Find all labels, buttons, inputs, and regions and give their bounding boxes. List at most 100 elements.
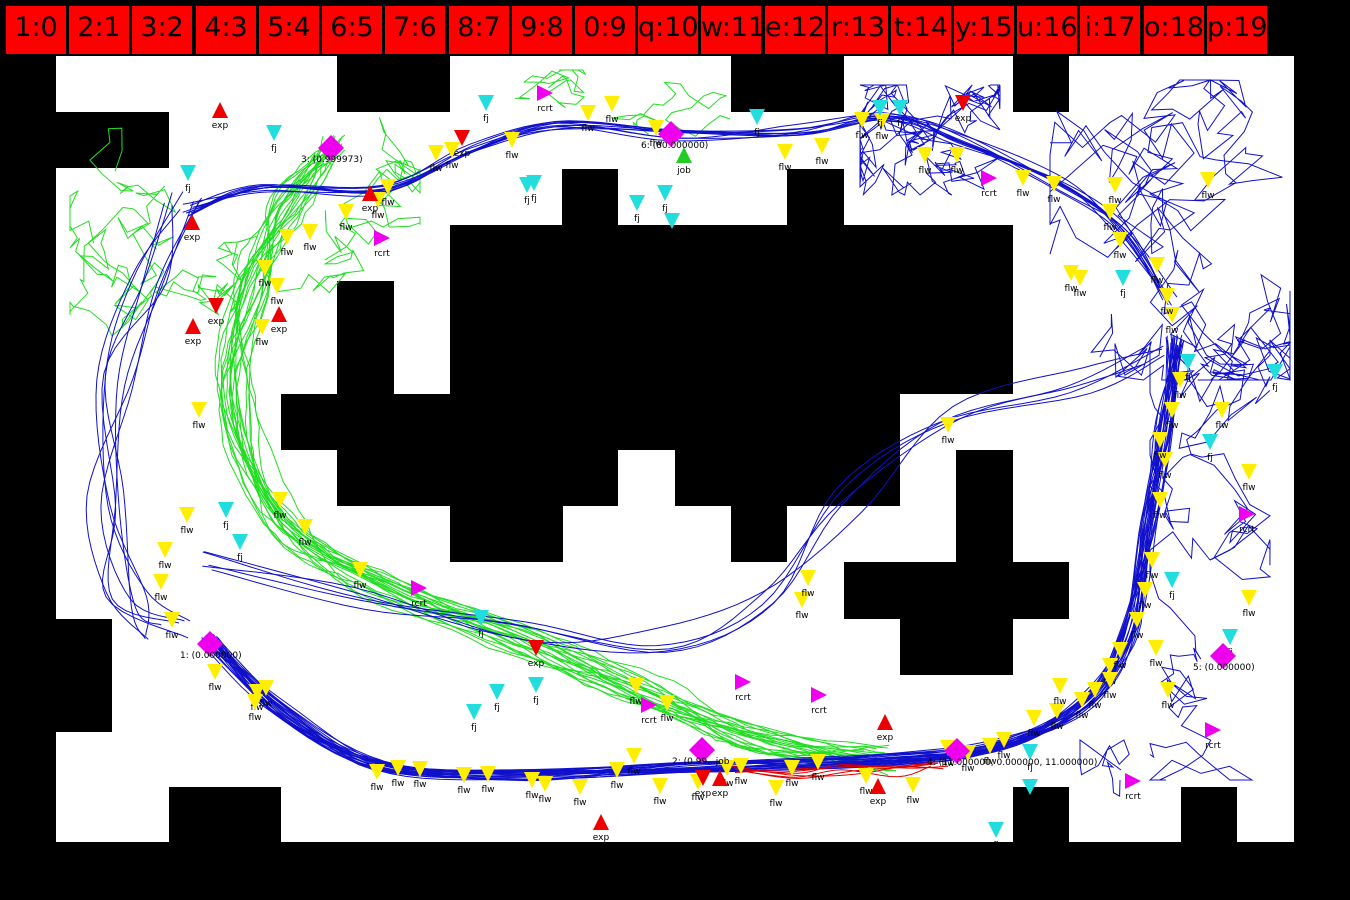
hotkey-e[interactable]: e:12 [765, 6, 825, 54]
flw-label: flw [481, 785, 494, 795]
fj-marker: fj [1267, 364, 1283, 393]
flw-label: flw [270, 297, 283, 307]
flw-marker: flw [1241, 590, 1257, 619]
blue-trail [211, 346, 1146, 653]
exp-label: exp [271, 325, 288, 335]
exp-marker: exp [528, 640, 544, 669]
flw-marker: flw [247, 694, 263, 723]
hotkey-4[interactable]: 4:3 [196, 6, 256, 54]
red-trail [746, 765, 931, 778]
blue-trail [95, 208, 181, 636]
fj-label: fj [271, 144, 277, 154]
blue-trail [114, 202, 165, 626]
fj-marker: fj [872, 100, 888, 129]
job-marker: job [676, 147, 692, 176]
flw-label: flw [1027, 729, 1040, 739]
exp-marker: exp [695, 770, 711, 799]
flw-label: flw [918, 166, 931, 176]
exp-marker: exp [712, 770, 728, 799]
hotkey-1[interactable]: 1:0 [6, 6, 66, 54]
hotkey-p[interactable]: p:19 [1207, 6, 1267, 54]
fj-label: fj [754, 128, 760, 138]
flw-label: flw [573, 798, 586, 808]
flw-label: flw [605, 115, 618, 125]
site-diamond[interactable] [944, 738, 970, 764]
hotkey-q[interactable]: q:10 [638, 6, 698, 54]
fj-marker: fj [478, 95, 494, 124]
site-6[interactable]: 6: (80.000000) [641, 121, 708, 151]
flw-label: flw [941, 759, 954, 769]
hotkey-9[interactable]: 9:8 [512, 6, 572, 54]
hotkey-8[interactable]: 8:7 [449, 6, 509, 54]
flw-marker: flw [628, 678, 644, 707]
site-3[interactable]: 3: (0.999973) [301, 135, 363, 165]
hotkey-i[interactable]: i:17 [1080, 6, 1140, 54]
flw-marker: flw [794, 592, 810, 621]
fj-marker: fj [489, 684, 505, 713]
site-label: 5: (0.000000) [1193, 663, 1255, 673]
flw-marker: flw [858, 768, 874, 797]
robot-markers: flw flwflwflwflwflwflwflwflwflwflwflwflwf… [153, 85, 1283, 851]
blue-walk [1049, 79, 1253, 258]
flw-label: flw [778, 163, 791, 173]
site-diamond[interactable] [1210, 643, 1236, 669]
flw-label: flw [1145, 571, 1158, 581]
flw-marker: flw [609, 762, 625, 791]
flw-label: flw [859, 787, 872, 797]
site-1[interactable]: 1: (0.000000) [180, 631, 242, 661]
flw-marker: flw [1144, 552, 1160, 581]
hotkey-r[interactable]: r:13 [828, 6, 888, 54]
exp-marker: exp [271, 306, 288, 335]
rcrt-marker: rcrt [537, 85, 553, 114]
site-label: 1: (0.000000) [180, 651, 242, 661]
hotkey-w[interactable]: w:11 [701, 6, 761, 54]
flw-label: flw [649, 139, 662, 149]
rcrt-label: rcrt [1205, 741, 1221, 751]
hotkey-5[interactable]: 5:4 [259, 6, 319, 54]
flw-label: flw [1165, 326, 1178, 336]
flw-label: flw [875, 132, 888, 142]
site-diamond[interactable] [318, 135, 344, 161]
hotkey-2[interactable]: 2:1 [69, 6, 129, 54]
green-walk [69, 189, 217, 337]
flw-label: flw [1242, 609, 1255, 619]
hotkey-t[interactable]: t:14 [891, 6, 951, 54]
site-5[interactable]: 5: (0.000000) [1193, 643, 1255, 673]
rcrt-marker: rcrt [811, 687, 827, 716]
hotkey-0[interactable]: 0:9 [575, 6, 635, 54]
flw-marker: flw [626, 748, 642, 777]
flw-marker: flw [207, 664, 223, 693]
fj-label: fj [662, 204, 668, 214]
flw-marker: flw [1129, 612, 1145, 641]
flw-marker: flw [254, 319, 270, 348]
flw-label: flw [1160, 307, 1173, 317]
hotkey-3[interactable]: 3:2 [132, 6, 192, 54]
site-diamond[interactable] [689, 737, 715, 763]
hotkey-7[interactable]: 7:6 [385, 6, 445, 54]
flw-label: flw [280, 248, 293, 258]
fj-label: fj [524, 196, 530, 206]
hotkey-y[interactable]: y:15 [954, 6, 1014, 54]
fj-marker: fj [629, 195, 645, 224]
rcrt-marker: rcrt [641, 697, 657, 726]
flw-marker: flw [580, 105, 596, 134]
site-2[interactable]: 2: (0.99...job [672, 737, 730, 767]
hotkey-u[interactable]: u:16 [1017, 6, 1077, 54]
flw-label: flw [445, 161, 458, 171]
flw-marker: flw [1164, 307, 1180, 336]
blue-trail [101, 204, 189, 639]
site-4[interactable]: 4: (11.000000, 0.000000, 11.000000) [927, 738, 1097, 768]
flw-label: flw [1016, 189, 1029, 199]
hotkey-o[interactable]: o:18 [1144, 6, 1204, 54]
fj-label: fj [494, 703, 500, 713]
exp-label: exp [870, 797, 887, 807]
blue-walk [859, 84, 992, 197]
flw-marker: flw [428, 145, 444, 174]
flw-label: flw [997, 751, 1010, 761]
hotkey-toolbar: 1:0 2:1 3:2 4:3 5:4 6:5 7:6 8:7 9:8 0:9 q:10 w:11 e:… [0, 0, 1350, 60]
site-diamond[interactable] [197, 631, 223, 657]
flw-label: flw [255, 338, 268, 348]
site-diamond[interactable] [658, 121, 684, 147]
flw-marker: flw [269, 278, 285, 307]
hotkey-6[interactable]: 6:5 [322, 6, 382, 54]
